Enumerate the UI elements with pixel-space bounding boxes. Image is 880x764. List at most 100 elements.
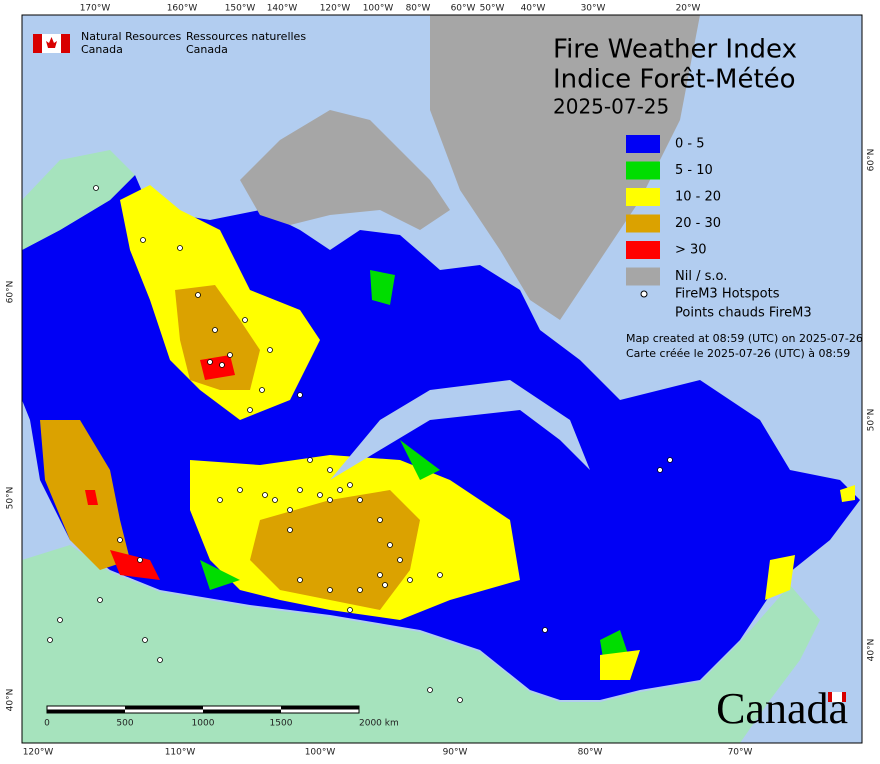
hotspot [437, 572, 443, 578]
hotspot [297, 577, 303, 583]
scale-label: 1500 [270, 719, 293, 729]
graticule-label: 160°W [167, 4, 198, 14]
legend-swatch [626, 135, 660, 153]
hotspot [142, 637, 148, 643]
graticule-label: 150°W [225, 4, 256, 14]
hotspot [357, 587, 363, 593]
hotspot-label: FireM3 Hotspots [675, 287, 780, 302]
title: Indice Forêt-Météo [553, 65, 796, 95]
graticule-label: 50°W [480, 4, 505, 14]
date: 2025-07-25 [553, 95, 669, 119]
graticule-label: 140°W [267, 4, 298, 14]
hotspot [357, 497, 363, 503]
hotspot [57, 617, 63, 623]
fwi-10-20-east [600, 485, 855, 680]
hotspot [317, 492, 323, 498]
note: Map created at 08:59 (UTC) on 2025-07-26 [626, 332, 863, 345]
agency-fr: Canada [186, 43, 228, 56]
hotspot [377, 572, 383, 578]
scale-label: 500 [116, 719, 133, 729]
hotspots [47, 185, 673, 703]
graticule-label: 80°W [578, 748, 603, 758]
hudson-bay [330, 380, 590, 480]
fwi-over-30 [85, 355, 235, 580]
hotspot [327, 467, 333, 473]
agency: Natural Resources Canada Ressources natu… [33, 30, 306, 56]
hotspot [387, 542, 393, 548]
graticule-label: 120°W [23, 748, 54, 758]
hotspot [347, 607, 353, 613]
agency-fr: Ressources naturelles [186, 30, 306, 43]
alaska [22, 150, 135, 250]
hotspot [307, 457, 313, 463]
hotspot [97, 597, 103, 603]
graticule-label: 80°W [406, 4, 431, 14]
legend-label: 0 - 5 [675, 137, 705, 152]
hotspot [217, 497, 223, 503]
graticule-label: 60°N [6, 281, 16, 304]
flag-left [33, 34, 42, 53]
hotspot [207, 359, 213, 365]
title: Fire Weather Index [553, 35, 797, 65]
graticule-label: 20°W [676, 4, 701, 14]
legend-swatch [626, 267, 660, 286]
hotspot [237, 487, 243, 493]
scale-seg [47, 709, 125, 713]
graticule-label: 90°W [443, 748, 468, 758]
legend-label: 20 - 30 [675, 216, 721, 231]
legend-swatch [626, 241, 660, 259]
hotspot [397, 557, 403, 563]
graticule-label: 40°W [521, 4, 546, 14]
hotspot [327, 587, 333, 593]
legend-label: Nil / s.o. [675, 269, 727, 284]
hotspot [287, 507, 293, 513]
hotspot [667, 457, 673, 463]
graticule-label: 30°W [581, 4, 606, 14]
scale-seg [203, 709, 281, 713]
graticule-label: 110°W [165, 748, 196, 758]
hotspot-symbol [640, 290, 648, 298]
hotspot [140, 237, 146, 243]
hotspot [267, 347, 273, 353]
hotspot [157, 657, 163, 663]
hotspot [347, 482, 353, 488]
graticule-label: 60°W [451, 4, 476, 14]
flag-right [61, 34, 70, 53]
scale-bar: 0 500 1000 1500 2000 km [44, 705, 399, 729]
hotspot [117, 537, 123, 543]
legend-label: 10 - 20 [675, 190, 721, 205]
hotspot [657, 467, 663, 473]
legend-swatch [626, 188, 660, 206]
wordmark-flag-center [832, 692, 842, 702]
fwi-20-30-north [175, 285, 260, 390]
agency-en: Natural Resources [81, 30, 182, 43]
hotspot [382, 582, 388, 588]
hotspot [247, 407, 253, 413]
hotspot [137, 557, 143, 563]
scale-label: 0 [44, 719, 50, 729]
hotspot-label: Points chauds FireM3 [675, 306, 812, 321]
graticule-label: 170°W [80, 4, 111, 14]
graticule-label: 100°W [363, 4, 394, 14]
graticule-label: 70°W [728, 748, 753, 758]
graticule-label: 120°W [320, 4, 351, 14]
greenland [430, 15, 700, 320]
hotspot [337, 487, 343, 493]
frame [21, 14, 863, 744]
legend: 0 - 5 5 - 10 10 - 20 20 - 30 > 30 Nil / s.o. [626, 135, 727, 286]
hotspot [297, 392, 303, 398]
hotspot [47, 637, 53, 643]
graticule-label: 60°N [867, 149, 877, 172]
hotspot [242, 317, 248, 323]
maple-leaf [46, 37, 57, 48]
hotspot [407, 577, 413, 583]
scale-seg [281, 706, 359, 710]
legend-swatch [626, 161, 660, 180]
note: Carte créée le 2025-07-26 (UTC) à 08:59 [626, 347, 850, 360]
hotspot [93, 185, 99, 191]
hotspot [219, 362, 225, 368]
hotspot [212, 327, 218, 333]
legend-label: > 30 [675, 243, 707, 258]
graticule-label: 50°N [6, 487, 16, 510]
legend-swatch [626, 214, 660, 233]
